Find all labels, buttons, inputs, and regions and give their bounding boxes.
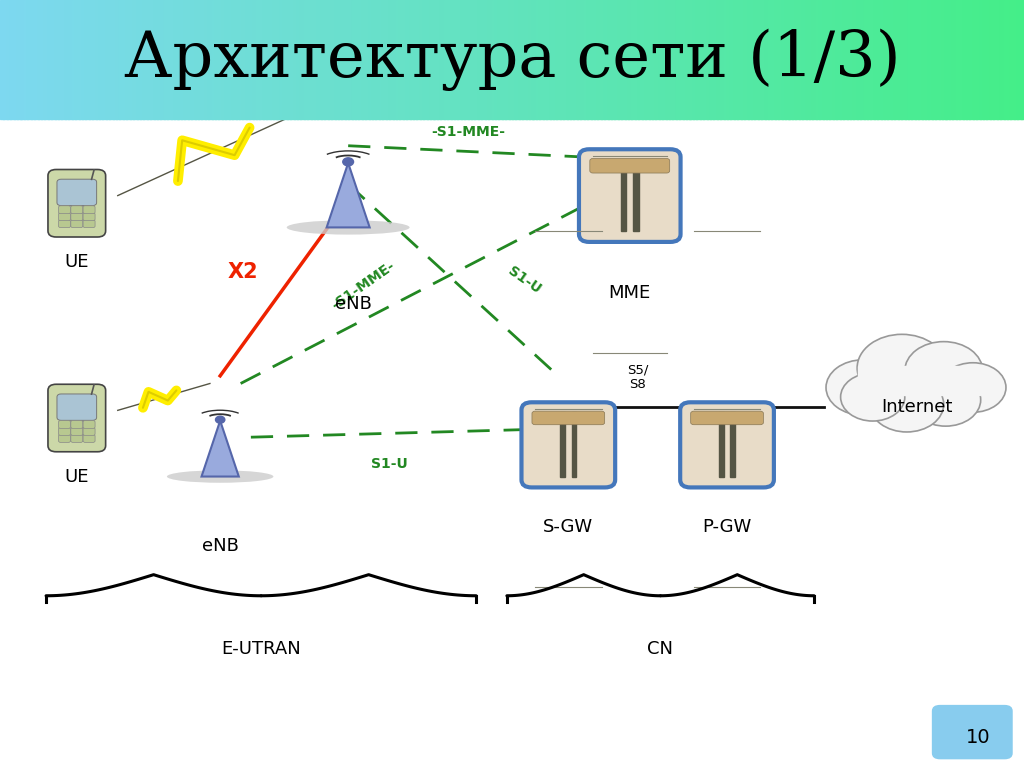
Text: S-GW: S-GW (544, 518, 593, 535)
Polygon shape (634, 160, 639, 232)
Polygon shape (858, 366, 980, 395)
FancyBboxPatch shape (58, 220, 71, 228)
Text: P-GW: P-GW (702, 518, 752, 535)
Text: S5/
S8: S5/ S8 (627, 363, 648, 391)
Circle shape (841, 373, 905, 421)
Text: -S1-MME-: -S1-MME- (329, 258, 398, 313)
FancyBboxPatch shape (58, 206, 71, 214)
Text: CN: CN (647, 640, 674, 658)
FancyBboxPatch shape (83, 435, 95, 443)
Text: -S1-MME-: -S1-MME- (431, 125, 506, 140)
FancyBboxPatch shape (71, 212, 83, 221)
FancyBboxPatch shape (590, 159, 670, 173)
FancyBboxPatch shape (48, 384, 105, 452)
FancyBboxPatch shape (579, 150, 681, 242)
Circle shape (940, 363, 1006, 413)
Ellipse shape (287, 220, 410, 235)
FancyBboxPatch shape (71, 427, 83, 436)
FancyBboxPatch shape (58, 435, 71, 443)
FancyBboxPatch shape (532, 411, 604, 425)
FancyBboxPatch shape (71, 435, 83, 443)
Text: X2: X2 (228, 262, 258, 282)
Circle shape (905, 341, 983, 400)
Text: UE: UE (65, 468, 89, 486)
FancyBboxPatch shape (58, 420, 71, 429)
Circle shape (343, 158, 353, 166)
Ellipse shape (167, 470, 273, 482)
Circle shape (826, 360, 900, 415)
FancyBboxPatch shape (83, 206, 95, 214)
FancyBboxPatch shape (57, 179, 96, 206)
Circle shape (215, 416, 225, 423)
FancyBboxPatch shape (932, 705, 1013, 759)
Polygon shape (730, 413, 735, 477)
FancyBboxPatch shape (71, 420, 83, 429)
Text: eNB: eNB (335, 295, 372, 313)
FancyBboxPatch shape (83, 427, 95, 436)
Text: Архитектура сети (1/3): Архитектура сети (1/3) (124, 28, 900, 91)
FancyBboxPatch shape (83, 212, 95, 221)
Text: S1-U: S1-U (371, 457, 408, 471)
Text: MME: MME (608, 284, 651, 301)
Polygon shape (327, 163, 370, 227)
Text: S1-U: S1-U (506, 264, 544, 296)
FancyBboxPatch shape (48, 170, 105, 237)
FancyBboxPatch shape (83, 220, 95, 228)
Text: UE: UE (65, 253, 89, 271)
FancyBboxPatch shape (83, 420, 95, 429)
Polygon shape (571, 413, 577, 477)
FancyBboxPatch shape (58, 427, 71, 436)
Polygon shape (560, 413, 565, 477)
Polygon shape (719, 413, 724, 477)
Circle shape (857, 334, 946, 401)
Text: E-UTRAN: E-UTRAN (221, 640, 301, 658)
FancyBboxPatch shape (71, 206, 83, 214)
Text: 10: 10 (966, 729, 990, 747)
FancyBboxPatch shape (57, 394, 96, 420)
FancyBboxPatch shape (690, 411, 764, 425)
FancyBboxPatch shape (521, 403, 615, 488)
FancyBboxPatch shape (58, 212, 71, 221)
Text: Internet: Internet (881, 397, 952, 416)
FancyBboxPatch shape (680, 403, 774, 488)
Circle shape (869, 377, 944, 432)
Text: eNB: eNB (202, 537, 239, 555)
FancyBboxPatch shape (71, 220, 83, 228)
Polygon shape (621, 160, 626, 232)
Polygon shape (202, 420, 239, 476)
Circle shape (910, 374, 981, 426)
